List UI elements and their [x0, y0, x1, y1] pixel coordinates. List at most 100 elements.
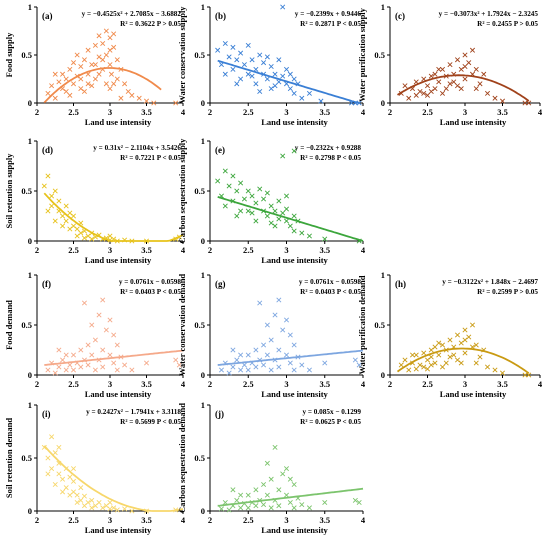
- data-point: [111, 332, 117, 338]
- data-point: [52, 95, 58, 101]
- x-tick-label: 4: [361, 107, 366, 117]
- x-tick-label: 2: [35, 245, 39, 255]
- fit-stats: R² = 0.2798 P < 0.05: [300, 154, 361, 162]
- data-point: [60, 71, 66, 77]
- data-point: [421, 364, 427, 370]
- x-axis-label: Land use intensity: [261, 117, 328, 127]
- y-axis-label: Soil retention demand: [4, 418, 14, 498]
- data-point: [264, 492, 270, 498]
- fit-line: [217, 487, 364, 507]
- data-point: [60, 476, 66, 482]
- data-point: [108, 71, 114, 77]
- data-point: [63, 352, 69, 358]
- x-tick-label: 4: [181, 379, 186, 389]
- data-point: [230, 487, 236, 493]
- panel-label: (g): [215, 279, 226, 289]
- data-point: [89, 322, 95, 328]
- data-point: [283, 352, 290, 358]
- y-tick-label: 0: [201, 236, 205, 246]
- data-point: [143, 360, 150, 366]
- data-point: [49, 434, 55, 440]
- data-point: [81, 300, 87, 306]
- data-point: [245, 208, 251, 214]
- data-point: [114, 507, 120, 513]
- data-point: [218, 506, 224, 512]
- data-point: [268, 86, 274, 92]
- data-point: [322, 236, 328, 242]
- data-point: [466, 60, 472, 66]
- fit-equation: y = 0.0761x − 0.0598: [299, 278, 362, 286]
- data-point: [454, 332, 461, 338]
- data-point: [280, 471, 286, 477]
- data-point: [92, 42, 98, 48]
- data-point: [107, 352, 113, 358]
- data-point: [222, 203, 228, 209]
- data-point: [143, 98, 150, 104]
- data-point: [238, 76, 244, 82]
- data-point: [234, 213, 240, 219]
- data-point: [299, 502, 305, 508]
- data-point: [264, 213, 270, 219]
- data-point: [283, 466, 290, 472]
- data-point: [222, 168, 228, 174]
- data-point: [462, 350, 468, 356]
- data-point: [63, 218, 69, 224]
- data-point: [215, 178, 221, 184]
- fit-line: [44, 349, 184, 366]
- data-point: [78, 64, 84, 70]
- data-point: [111, 505, 117, 511]
- data-point: [287, 360, 293, 366]
- data-point: [78, 497, 84, 503]
- data-point: [268, 476, 274, 482]
- data-point: [107, 317, 113, 323]
- y-tick-label: 0.5: [21, 186, 32, 196]
- data-point: [261, 502, 267, 508]
- data-point: [52, 481, 58, 488]
- data-point: [428, 347, 434, 353]
- data-point: [92, 76, 98, 82]
- x-tick-label: 3.5: [141, 379, 152, 389]
- y-axis-label: Water purification demand: [357, 275, 367, 374]
- data-point: [276, 198, 282, 204]
- data-point: [253, 364, 259, 370]
- data-point: [272, 223, 278, 229]
- data-point: [81, 493, 87, 499]
- data-point: [287, 332, 293, 338]
- y-tick-label: 0: [28, 236, 32, 246]
- data-point: [417, 362, 423, 368]
- data-point: [291, 505, 297, 511]
- data-point: [85, 233, 91, 239]
- data-point: [89, 83, 95, 89]
- data-point: [52, 370, 58, 376]
- data-point: [89, 62, 95, 68]
- data-point: [352, 357, 358, 363]
- y-tick-label: 0.5: [194, 453, 205, 463]
- fit-equation: y = 0.31x² − 2.1104x + 3.5426: [93, 144, 181, 152]
- data-point: [526, 372, 532, 378]
- data-point: [67, 362, 73, 368]
- panel-label: (d): [42, 145, 53, 155]
- data-point: [424, 357, 431, 363]
- data-point: [56, 198, 62, 204]
- panel-label: (j): [215, 409, 224, 419]
- data-point: [70, 213, 77, 219]
- data-point: [447, 81, 453, 87]
- data-point: [125, 88, 131, 94]
- data-point: [276, 364, 282, 370]
- data-point: [151, 100, 157, 106]
- data-point: [413, 92, 419, 98]
- data-point: [436, 340, 442, 346]
- x-tick-label: 2.5: [243, 245, 254, 255]
- data-point: [78, 347, 84, 353]
- data-point: [129, 367, 135, 373]
- y-axis-label: Soil retention supply: [4, 153, 14, 229]
- data-point: [280, 153, 286, 159]
- data-point: [287, 476, 293, 482]
- data-point: [107, 62, 113, 68]
- data-point: [477, 354, 483, 360]
- data-point: [234, 81, 240, 87]
- data-point: [52, 188, 58, 194]
- data-point: [458, 66, 464, 72]
- data-point: [477, 81, 483, 87]
- data-point: [473, 360, 479, 366]
